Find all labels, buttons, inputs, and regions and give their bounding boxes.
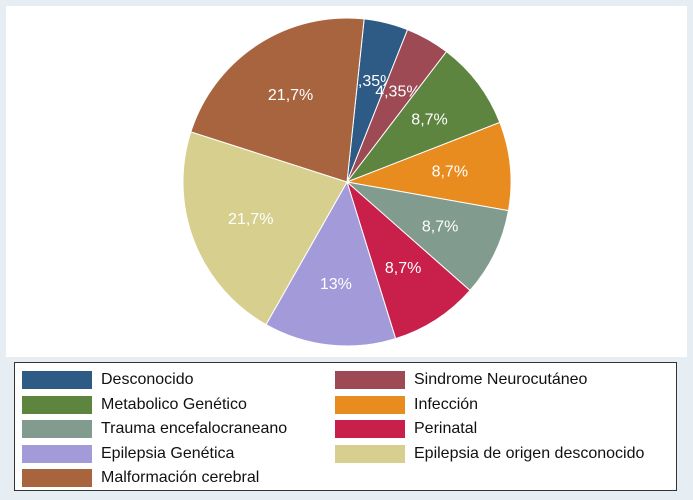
legend-label: Trauma encefalocraneano: [101, 420, 288, 437]
legend-swatch: [335, 371, 405, 389]
legend-swatch: [22, 371, 92, 389]
pie-slice-epilepsia-de-origen-desconocido: [182, 131, 348, 326]
legend-item-epilepsia-genetica: Epilepsia Genética: [22, 443, 234, 465]
slice-label-epilepsia-de-origen-desconocido: 21,7%: [228, 211, 273, 228]
legend-swatch: [22, 444, 92, 463]
legend-item-desconocido: Desconocido: [22, 369, 194, 391]
legend-swatch: [22, 395, 92, 414]
legend-item-infeccion: Infección: [335, 394, 478, 416]
plot-area: 4,35% 4,35% 8,7% 8,7% 8,7% 8,7% 13% 21,7% 21,7%: [6, 6, 687, 357]
slice-label-infeccion: 8,7%: [432, 163, 468, 180]
slice-label-epilepsia-genetica: 13%: [320, 276, 352, 293]
legend-label: Malformación cerebral: [101, 469, 260, 486]
pie-slice-infeccion: [345, 121, 512, 212]
slice-label-sindrome-neurocutaneo: 4,35%: [375, 84, 420, 101]
legend-swatch: [22, 469, 92, 487]
pie-chart: 4,35%4,35% 8,7% 8,7% 8,7% 8,7% 13% 21,7% 21,7%: [182, 17, 512, 347]
legend-swatch: [335, 420, 405, 438]
legend-label: Epilepsia Genética: [101, 444, 235, 462]
slice-label-malformacion-cerebral: 21,7%: [268, 87, 313, 104]
legend-swatch: [22, 420, 92, 438]
legend: Desconocido Sindrome Neurocutáneo Metaboli…: [14, 362, 677, 491]
slice-label-desconocido: 4,35%: [349, 73, 394, 90]
pie-slice-trauma-encefalocraneano: [345, 181, 510, 292]
slice-label-metabolico-genetico: 8,7%: [411, 111, 447, 128]
legend-label: Epilepsia de origen desconocido: [414, 444, 645, 462]
legend-item-trauma-encefalocraneano: Trauma encefalocraneano: [22, 418, 287, 440]
pie-slice-metabolico-genetico: [345, 50, 501, 184]
legend-label: Metabolico Genético: [101, 395, 247, 413]
legend-label: Perinatal: [414, 420, 478, 437]
legend-swatch: [335, 444, 405, 463]
pie-slice-perinatal: [345, 180, 471, 340]
pie-slice-epilepsia-genetica: [265, 180, 397, 347]
legend-item-epilepsia-de-origen-desconocido: Epilepsia de origen desconocido: [335, 443, 644, 465]
legend-item-perinatal: Perinatal: [335, 418, 477, 440]
legend-label: Sindrome Neurocutáneo: [414, 371, 588, 388]
legend-item-malformacion-cerebral: Malformación cerebral: [22, 467, 259, 489]
legend-label: Infección: [414, 395, 479, 413]
slice-label-trauma-encefalocraneano: 8,7%: [422, 218, 458, 235]
slice-label-perinatal: 8,7%: [385, 260, 421, 277]
legend-label: Desconocido: [101, 371, 194, 388]
legend-item-sindrome-neurocutaneo: Sindrome Neurocutáneo: [335, 369, 587, 391]
legend-swatch: [335, 395, 405, 414]
pie-slice-malformacion-cerebral: [190, 17, 365, 183]
legend-item-metabolico-genetico: Metabolico Genético: [22, 394, 247, 416]
